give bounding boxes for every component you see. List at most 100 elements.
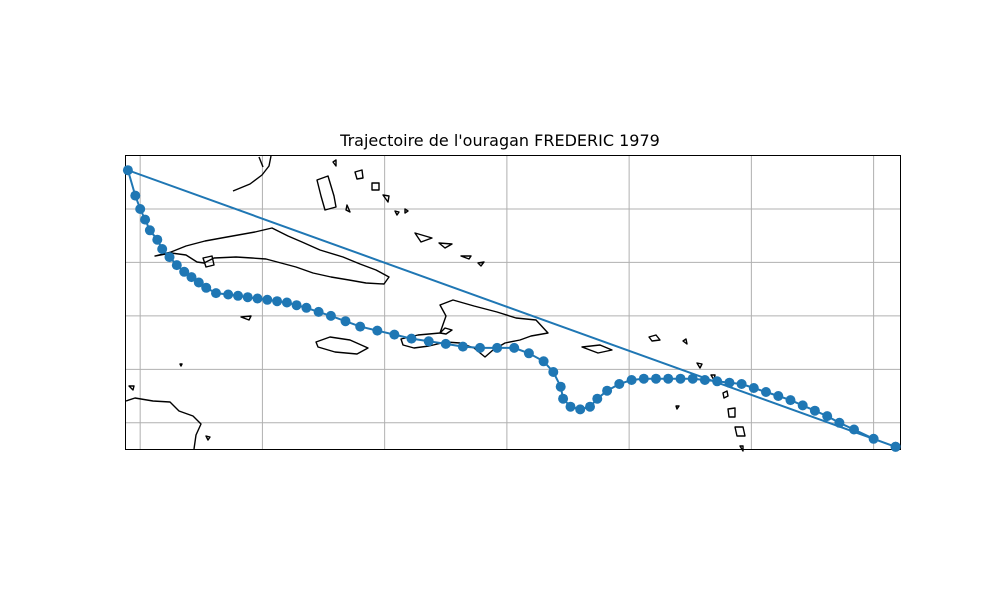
track-point (809, 405, 820, 416)
track-point (406, 333, 417, 344)
track-point (223, 289, 234, 300)
track-point (252, 293, 263, 304)
coastline-florida-east (258, 156, 264, 168)
track-point (834, 417, 845, 428)
track-point (699, 375, 710, 385)
track-point (135, 204, 146, 214)
track-point (638, 373, 649, 384)
coastline-bahamas-4 (394, 210, 400, 216)
track-point (724, 377, 735, 388)
track-point (164, 252, 175, 263)
coastline-bahamas-2 (371, 182, 380, 191)
track-point (233, 290, 243, 301)
track-point (565, 401, 576, 412)
coastlines (125, 155, 746, 452)
track-point (773, 391, 784, 401)
coastline-antilles-1 (682, 338, 688, 345)
map-gridlines (125, 155, 901, 450)
track-point (523, 348, 534, 359)
track-point (186, 272, 197, 283)
track-point (575, 404, 586, 415)
track-point (262, 294, 273, 305)
axes-frame (125, 155, 901, 450)
track-point (171, 260, 182, 271)
coastline-bahamas-1 (354, 169, 364, 180)
track-point (211, 288, 221, 299)
coastline-bahamas-8 (460, 255, 472, 260)
track-point (592, 393, 603, 404)
coastline-bahamas-11 (332, 159, 337, 167)
track-point (585, 401, 595, 412)
coastline-antilles-2 (696, 362, 703, 369)
track-point (389, 329, 400, 340)
coastline-antilles-4 (722, 390, 729, 399)
track-point (325, 310, 336, 321)
track-point (201, 282, 212, 293)
track-point (492, 342, 503, 353)
coastline-bahamas-6 (414, 232, 433, 243)
coastline-jamaica (315, 336, 369, 355)
track-point (736, 379, 747, 389)
track-point (663, 373, 674, 384)
track-point (440, 338, 451, 349)
track-point (242, 292, 253, 303)
track-point (614, 379, 625, 389)
track-point (675, 373, 686, 384)
chart-title: Trajectoire de l'ouragan FREDERIC 1979 (340, 131, 660, 150)
track-point (748, 383, 759, 393)
track-point (712, 376, 723, 387)
coastline-antilles-8 (675, 405, 680, 410)
coastline-honduras-cape (205, 435, 211, 441)
coastline-bahamas-7 (438, 242, 453, 249)
track-point (602, 385, 613, 396)
track-point (890, 441, 901, 452)
track-point (272, 296, 283, 307)
track-point (457, 341, 468, 352)
coastline-bahamas-5 (404, 208, 409, 214)
track-point (372, 325, 383, 336)
coastline-isle-of-youth (202, 255, 215, 268)
track-point (651, 373, 661, 384)
track-point (340, 316, 351, 327)
track-point (281, 297, 292, 308)
track-point (626, 375, 637, 385)
track-point (152, 234, 163, 245)
track-point (140, 214, 151, 225)
track-point (548, 367, 559, 377)
track-point (555, 381, 566, 392)
coastline-bahamas-10 (345, 204, 351, 213)
track-point (797, 400, 808, 411)
track-point (144, 225, 155, 236)
track-line (126, 168, 896, 448)
coastline-cayman (240, 315, 252, 321)
track-point (179, 266, 190, 277)
coastline-andros (316, 175, 337, 211)
track-point (355, 321, 366, 332)
track-point (822, 411, 833, 422)
coastline-honduras (125, 397, 202, 450)
track-point (157, 244, 168, 254)
coastline-puerto-rico (581, 344, 613, 354)
track-point (301, 302, 312, 313)
track-point (475, 342, 485, 353)
track-point (130, 190, 141, 201)
track-point (558, 393, 569, 404)
track-markers (122, 165, 901, 452)
track-point (538, 356, 549, 367)
track-point (291, 300, 302, 311)
track-point (868, 433, 879, 444)
track-point (423, 336, 434, 347)
coastline-bahamas-9 (477, 261, 485, 267)
coastline-gonave (439, 327, 453, 335)
track-point (509, 342, 520, 353)
coastline-antilles-7 (739, 445, 744, 452)
track-point (122, 165, 133, 176)
track-point (193, 277, 204, 288)
coastline-honduras-islands (128, 385, 135, 391)
coastline-virgin-islands (648, 334, 661, 342)
coastline-florida (232, 155, 272, 192)
track-point (761, 387, 771, 397)
coastline-antilles-9 (179, 363, 183, 367)
track-point (687, 373, 698, 384)
